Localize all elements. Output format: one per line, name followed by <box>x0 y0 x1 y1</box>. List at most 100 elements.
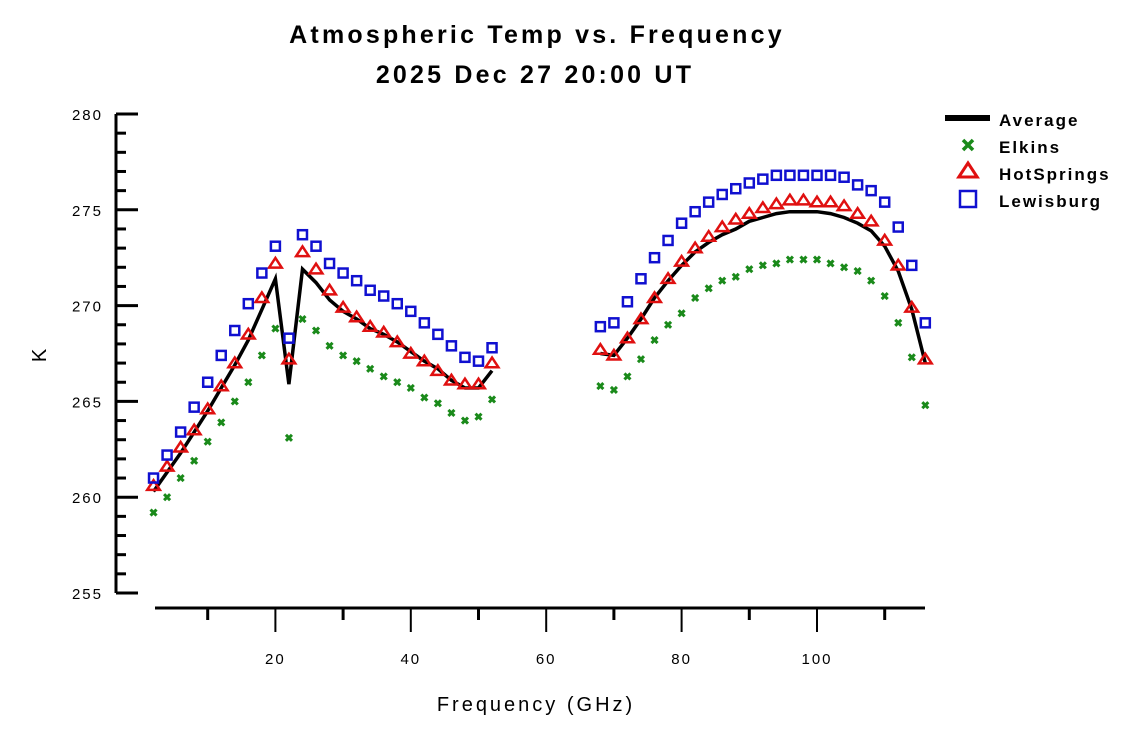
hotsprings-point <box>375 324 393 338</box>
lewisburg-point <box>445 340 458 352</box>
hotsprings-point <box>429 362 447 377</box>
plot-area <box>144 169 934 517</box>
series-lewisburg <box>147 169 932 484</box>
y-tick-label: 280 <box>72 107 103 124</box>
hotsprings-point <box>388 334 406 348</box>
hotsprings-point <box>591 341 610 356</box>
elkins-point <box>650 336 659 345</box>
legend-x-glyph <box>961 138 975 152</box>
elkins-point <box>772 259 781 268</box>
series-hotsprings <box>144 192 934 492</box>
hotsprings-point <box>334 299 352 313</box>
x-stroke <box>163 493 172 502</box>
legend-item-elkins: Elkins <box>961 138 1061 157</box>
elkins-point <box>217 418 226 427</box>
lewisburg-point <box>811 169 823 182</box>
hotsprings-point <box>239 326 257 340</box>
elkins-point <box>704 284 713 293</box>
y-tick-label: 270 <box>72 299 103 316</box>
legend-item-lewisburg: Lewisburg <box>958 189 1100 211</box>
hotsprings-point <box>916 351 934 365</box>
lewisburg-point <box>350 274 363 287</box>
x-stroke <box>623 372 632 381</box>
elkins-point <box>474 412 483 421</box>
lewisburg-point <box>377 290 390 302</box>
hotsprings-point <box>280 351 298 365</box>
x-stroke <box>176 473 185 483</box>
legend-label-elkins: Elkins <box>999 138 1061 157</box>
elkins-point <box>325 341 334 350</box>
x-stroke <box>731 272 740 281</box>
lewisburg-point <box>323 257 336 270</box>
hotsprings-point <box>469 376 488 390</box>
hotsprings-point <box>185 422 203 436</box>
x-tick-label: 20 <box>265 651 286 668</box>
x-stroke <box>298 314 307 324</box>
elkins-point <box>460 416 470 425</box>
elkins-point <box>420 393 429 402</box>
x-stroke <box>880 291 889 301</box>
x-stroke <box>785 255 794 264</box>
hotsprings-point <box>821 194 840 208</box>
elkins-point <box>663 320 673 329</box>
hotsprings-point <box>808 194 826 208</box>
hotsprings-point <box>144 477 163 492</box>
hotsprings-point <box>659 270 677 285</box>
x-stroke <box>772 259 781 268</box>
x-stroke <box>460 416 470 425</box>
lewisburg-point <box>594 320 607 333</box>
lewisburg-point <box>648 251 661 264</box>
elkins-point <box>867 276 876 285</box>
average-line-segment <box>600 209 927 364</box>
elkins-point <box>785 255 794 264</box>
lewisburg-point <box>919 317 932 329</box>
legend: Average Elkins HotSprings Lewisburg <box>945 111 1109 211</box>
lewisburg-point <box>459 351 471 364</box>
hotsprings-point <box>700 228 718 242</box>
hotsprings-point <box>226 355 244 369</box>
hotsprings-point <box>686 240 704 254</box>
x-stroke <box>677 309 686 318</box>
elkins-point <box>758 261 767 270</box>
triangle-marker-icon <box>956 160 980 179</box>
x-stroke <box>718 276 727 285</box>
lewisburg-point <box>608 317 620 329</box>
hotsprings-point <box>754 200 772 214</box>
x-stroke <box>352 357 361 366</box>
hotsprings-point <box>212 378 230 392</box>
lewisburg-point <box>716 188 728 201</box>
elkins-point <box>257 351 266 360</box>
hotsprings-point <box>253 290 271 304</box>
hotsprings-point <box>645 290 664 304</box>
x-stroke <box>812 255 822 264</box>
x-stroke <box>366 364 375 373</box>
lewisburg-point <box>689 205 701 218</box>
elkins-point <box>812 255 822 264</box>
lewisburg-point <box>256 267 268 279</box>
x-stroke <box>487 395 497 404</box>
elkins-point <box>284 433 294 442</box>
x-stroke <box>826 259 835 268</box>
elkins-point <box>826 259 835 268</box>
x-stroke <box>230 397 239 406</box>
lewisburg-point <box>472 355 485 367</box>
lewisburg-point <box>851 179 864 191</box>
lewisburg-point <box>201 376 214 388</box>
hotsprings-point <box>876 232 894 246</box>
hotsprings-point <box>848 205 867 220</box>
x-stroke <box>393 378 402 387</box>
hotsprings-point <box>632 311 650 325</box>
x-stroke <box>149 508 158 517</box>
hotsprings-point <box>483 355 501 369</box>
lewisburg-point <box>296 228 309 241</box>
elkins-point <box>623 372 632 381</box>
lewisburg-point <box>310 240 322 252</box>
elkins-point <box>799 255 808 264</box>
lewisburg-point <box>784 169 796 182</box>
hotsprings-point <box>618 330 637 344</box>
elkins-point <box>596 382 605 391</box>
hotsprings-point <box>456 376 474 390</box>
hotsprings-point <box>672 253 691 267</box>
x-stroke <box>217 418 226 427</box>
x-axis-label: Frequency (GHz) <box>437 694 635 716</box>
